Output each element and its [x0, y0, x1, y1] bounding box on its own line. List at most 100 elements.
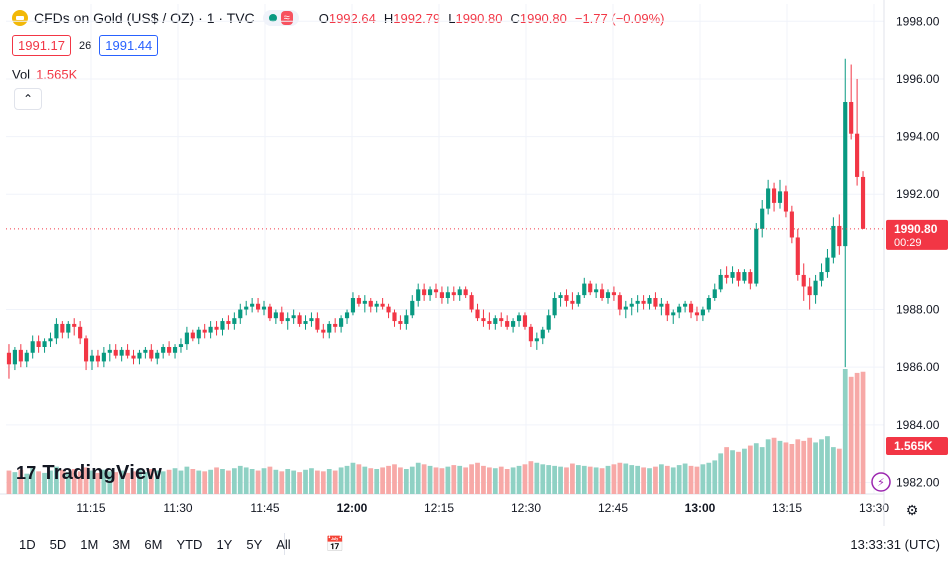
price-chart[interactable]: 1998.00 1996.00 1994.00 1992.00 1988.00 1986.… [0, 0, 948, 526]
candle-body [558, 295, 563, 298]
volume-bar [368, 468, 374, 494]
volume-bar [273, 469, 279, 494]
range-button-all[interactable]: All [276, 536, 291, 552]
candle-body [599, 289, 605, 298]
candle-body [801, 274, 806, 287]
candle-body [742, 272, 747, 281]
lightning-badge-icon[interactable] [871, 472, 891, 492]
volume-bar [208, 469, 213, 494]
volume-bar [166, 469, 172, 494]
market-status-pill[interactable]: ≈ [262, 10, 299, 26]
candle-body [611, 292, 617, 296]
logo-text: TradingView [42, 462, 163, 484]
candle-body [576, 295, 581, 304]
volume-bar [143, 472, 148, 494]
volume-bar [451, 465, 457, 494]
volume-bar [326, 469, 332, 494]
range-button-3m[interactable]: 3M [112, 536, 131, 552]
volume-bar [522, 464, 528, 494]
tradingview-logo[interactable]: 17 TradingView [16, 462, 162, 485]
volume-bar [593, 467, 599, 494]
candle-body [659, 303, 664, 307]
volume-bar [469, 464, 474, 494]
x-tick-label: 12:30 [511, 501, 541, 515]
range-button-ytd[interactable]: YTD [176, 536, 203, 552]
candle-body [119, 349, 124, 356]
volume-legend[interactable]: Vol 1.565K [12, 67, 77, 82]
range-button-5d[interactable]: 5D [49, 536, 67, 552]
toolbar-divider [284, 533, 285, 555]
candle-body [131, 355, 136, 359]
candle-body [813, 280, 818, 296]
volume-bar [231, 468, 237, 494]
x-tick-label: 12:45 [598, 501, 628, 515]
volume-bar [178, 470, 184, 494]
candle-body [445, 292, 450, 298]
volume-bar [113, 472, 119, 494]
volume-bar [160, 471, 166, 494]
y-tick-label: 1986.00 [896, 360, 940, 374]
x-tick-label: 11:45 [250, 501, 279, 515]
candle-body [677, 306, 682, 313]
candle-body [244, 306, 249, 310]
volume-bar [398, 467, 403, 494]
candle-body [54, 323, 59, 339]
calendar-icon[interactable]: 📅 [325, 536, 345, 553]
candle-body [12, 349, 17, 365]
volume-bar [42, 472, 47, 494]
volume-bar [243, 467, 249, 494]
range-button-5y[interactable]: 5Y [246, 536, 263, 552]
sell-price-button[interactable]: 1991.17 [12, 35, 71, 56]
volume-bar [552, 465, 557, 494]
candle-body [327, 323, 332, 333]
settings-gear-icon[interactable]: ⚙ [906, 502, 919, 518]
high-label: H [383, 10, 394, 26]
candle-body [653, 298, 658, 307]
candle-body [42, 341, 47, 347]
x-tick-label: 13:15 [772, 501, 802, 515]
candle-body [220, 321, 225, 330]
volume-bar [137, 469, 142, 494]
date-range-buttons: 1D 5D 1M 3M 6M YTD 1Y 5Y All [12, 537, 298, 552]
x-tick-label: 12:00 [337, 501, 368, 515]
volume-bar [54, 466, 59, 494]
buy-price-button[interactable]: 1991.44 [99, 35, 159, 56]
volume-bar [65, 472, 71, 494]
candle-body [422, 289, 427, 296]
volume-bar [528, 461, 534, 494]
volume-bar [226, 470, 231, 494]
collapse-legend-button[interactable]: ⌃ [14, 88, 42, 110]
utc-clock[interactable]: 13:33:31 (UTC) [850, 536, 940, 552]
x-tick-label: 11:15 [76, 501, 105, 515]
candle-body [95, 355, 101, 362]
volume-bar [777, 440, 783, 494]
volume-bar [374, 469, 380, 494]
volume-bar [285, 469, 291, 494]
volume-bar [18, 469, 24, 494]
range-button-1d[interactable]: 1D [19, 536, 36, 552]
candle-body [30, 341, 35, 353]
candle-body [72, 323, 77, 327]
candle-body [718, 274, 723, 290]
candle-body [754, 228, 759, 284]
candle-body [356, 298, 361, 304]
candle-body [48, 338, 53, 342]
candle-body [398, 321, 403, 324]
y-tick-label: 1982.00 [896, 475, 940, 489]
volume-bar [445, 466, 451, 494]
volume-bar [587, 466, 593, 494]
volume-bar [338, 467, 344, 494]
range-button-1m[interactable]: 1M [80, 536, 99, 552]
symbol-title[interactable]: CFDs on Gold (US$ / OZ) · 1 · TVC [34, 10, 255, 26]
y-tick-label: 1992.00 [896, 187, 940, 201]
volume-bar [356, 464, 362, 494]
volume-bar [635, 465, 641, 494]
candle-body [540, 329, 545, 339]
range-button-1y[interactable]: 1Y [216, 536, 233, 552]
volume-bar [332, 470, 338, 494]
candle-body [297, 315, 302, 324]
candle-body [226, 321, 231, 324]
y-tick-label: 1994.00 [896, 130, 940, 144]
range-button-6m[interactable]: 6M [144, 536, 163, 552]
y-tick-label: 1984.00 [896, 418, 940, 432]
